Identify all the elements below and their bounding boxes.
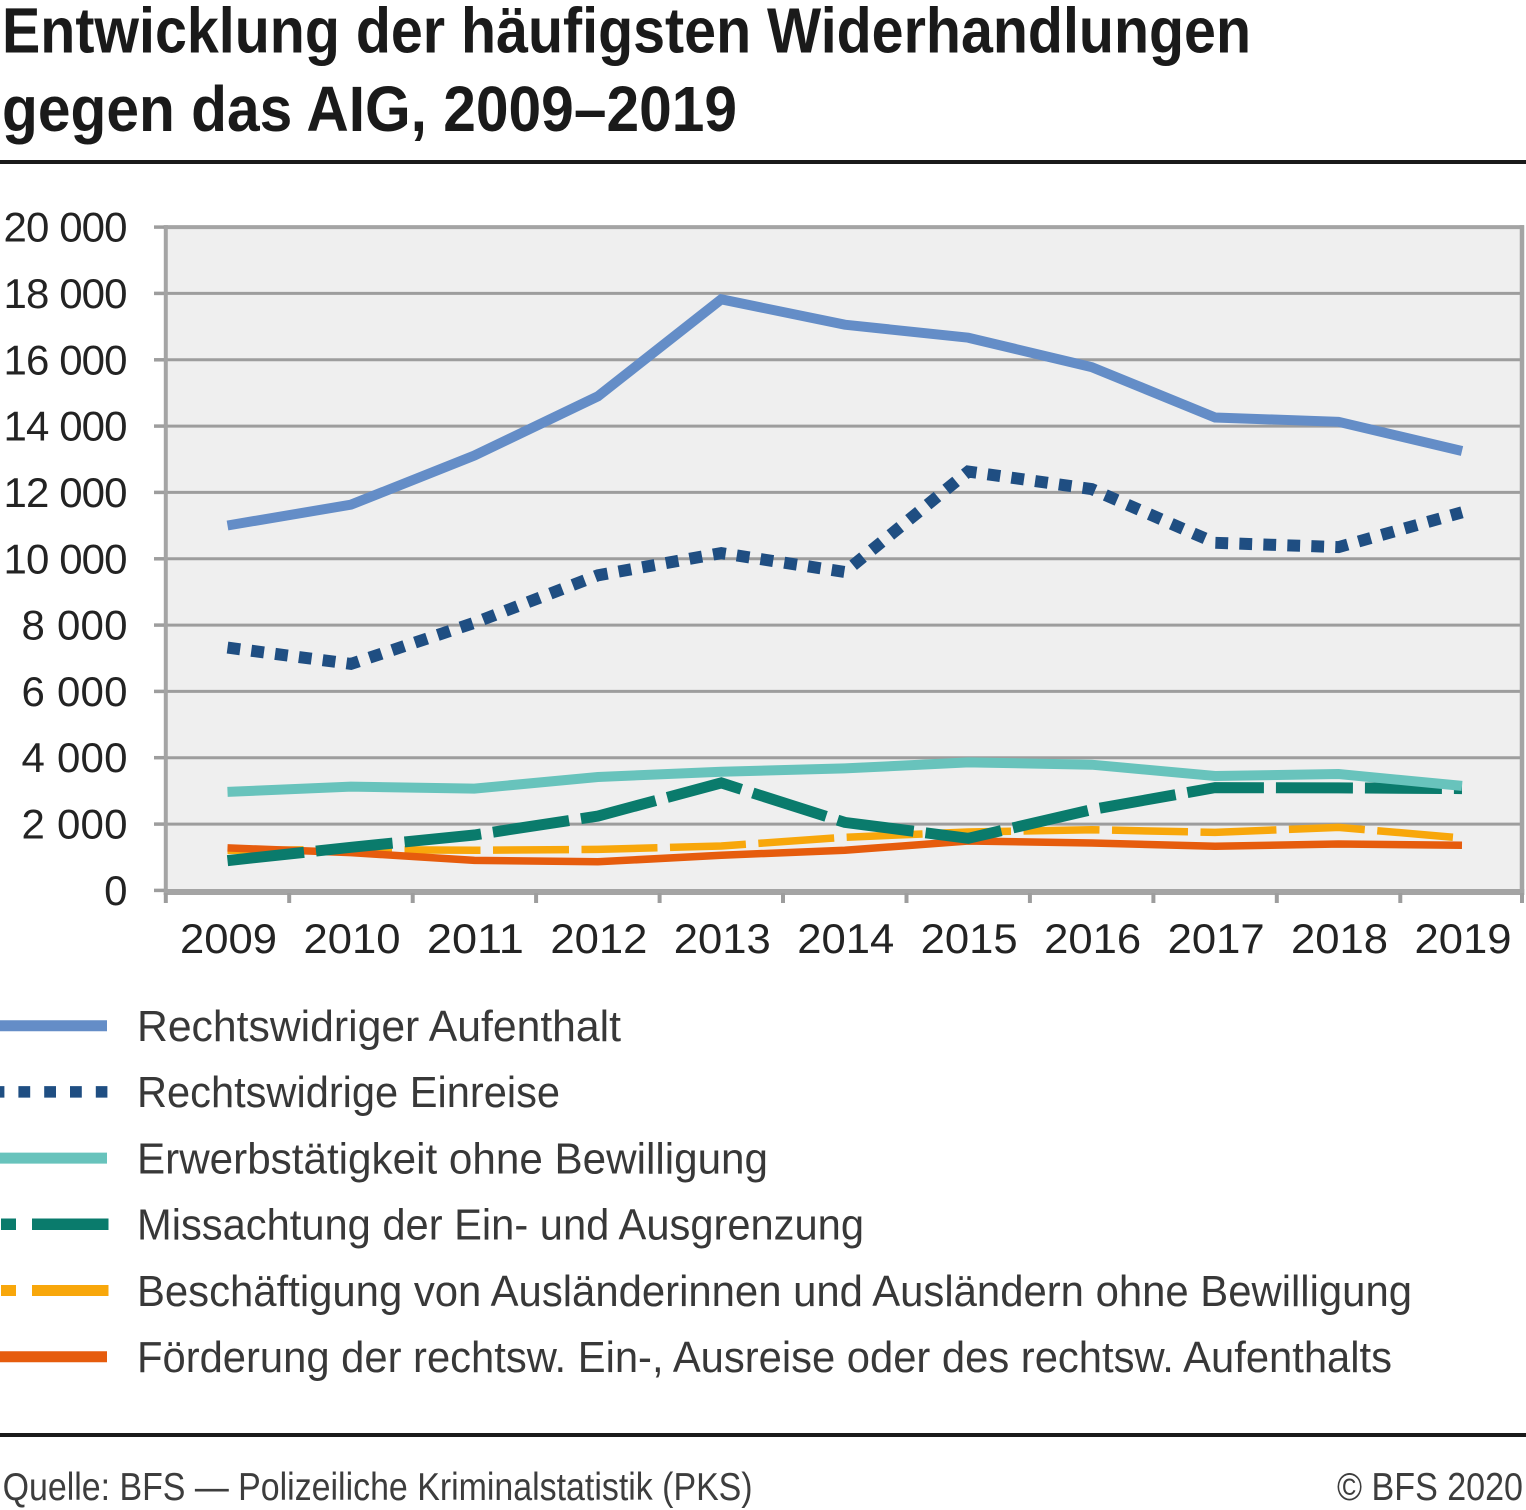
svg-text:Quelle: BFS — Polizeiliche Kri: Quelle: BFS — Polizeiliche Kriminalstati… [3, 1466, 753, 1509]
svg-text:Beschäftigung von Ausländerinn: Beschäftigung von Ausländerinnen und Aus… [137, 1267, 1412, 1316]
svg-text:Erwerbstätigkeit ohne Bewillig: Erwerbstätigkeit ohne Bewilligung [137, 1134, 768, 1183]
svg-text:16 000: 16 000 [4, 336, 128, 383]
svg-text:gegen das AIG, 2009–2019: gegen das AIG, 2009–2019 [2, 73, 737, 145]
svg-text:2018: 2018 [1291, 915, 1388, 962]
svg-text:2013: 2013 [674, 915, 771, 962]
svg-text:Missachtung der Ein- und Ausgr: Missachtung der Ein- und Ausgrenzung [137, 1201, 864, 1250]
svg-text:2014: 2014 [797, 915, 894, 962]
svg-text:2016: 2016 [1044, 915, 1141, 962]
svg-text:2019: 2019 [1415, 915, 1512, 962]
svg-text:2010: 2010 [304, 915, 401, 962]
svg-text:2009: 2009 [180, 915, 277, 962]
svg-text:4 000: 4 000 [22, 734, 128, 781]
svg-text:2017: 2017 [1168, 915, 1265, 962]
svg-text:2 000: 2 000 [22, 801, 128, 848]
svg-text:18 000: 18 000 [4, 270, 128, 317]
svg-text:Rechtswidriger Aufenthalt: Rechtswidriger Aufenthalt [137, 1002, 621, 1051]
svg-text:12 000: 12 000 [4, 469, 128, 516]
svg-text:© BFS 2020: © BFS 2020 [1337, 1466, 1523, 1509]
svg-text:0: 0 [104, 867, 127, 914]
svg-text:2012: 2012 [550, 915, 647, 962]
svg-text:8 000: 8 000 [22, 602, 128, 649]
svg-text:Rechtswidrige Einreise: Rechtswidrige Einreise [137, 1068, 560, 1117]
svg-text:14 000: 14 000 [4, 403, 128, 450]
svg-text:10 000: 10 000 [4, 535, 128, 582]
svg-text:20 000: 20 000 [4, 204, 128, 251]
svg-text:Entwicklung der häufigsten Wid: Entwicklung der häufigsten Widerhandlung… [2, 0, 1251, 67]
svg-text:Förderung der rechtsw. Ein-, A: Förderung der rechtsw. Ein-, Ausreise od… [137, 1333, 1392, 1382]
svg-text:6 000: 6 000 [22, 668, 128, 715]
svg-text:2011: 2011 [427, 915, 524, 962]
svg-text:2015: 2015 [921, 915, 1018, 962]
